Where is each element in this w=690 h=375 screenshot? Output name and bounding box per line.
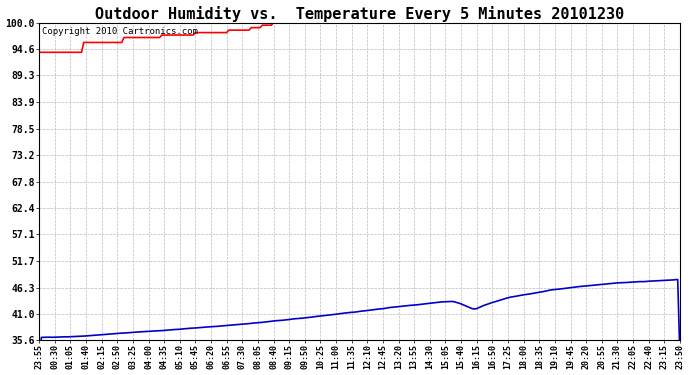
Title: Outdoor Humidity vs.  Temperature Every 5 Minutes 20101230: Outdoor Humidity vs. Temperature Every 5… bbox=[95, 6, 624, 21]
Text: Copyright 2010 Cartronics.com: Copyright 2010 Cartronics.com bbox=[42, 27, 198, 36]
